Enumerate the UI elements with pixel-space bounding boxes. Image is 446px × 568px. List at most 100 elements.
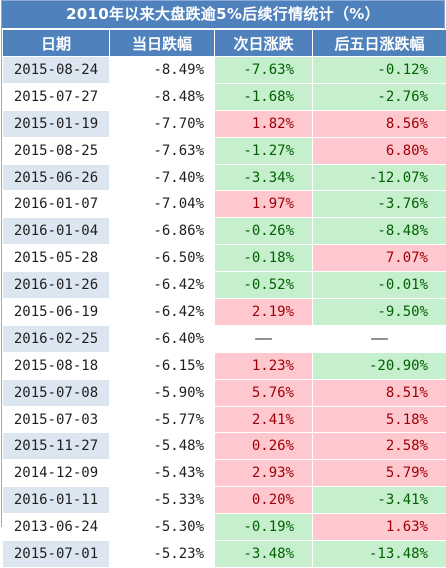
- five-day-change-cell: -13.48%: [313, 541, 446, 568]
- table-body: 2015-08-24-8.49%-7.63%-0.12%2015-07-27-8…: [3, 57, 446, 568]
- date-cell: 2015-06-19: [3, 299, 110, 326]
- date-cell: 2015-01-19: [3, 110, 110, 137]
- table-row: 2015-06-26-7.40%-3.34%-12.07%: [3, 164, 446, 191]
- day-drop-cell: -5.48%: [110, 433, 215, 460]
- date-cell: 2016-01-11: [3, 487, 110, 514]
- header-day-drop: 当日跌幅: [110, 30, 215, 57]
- five-day-change-cell: ——: [313, 325, 446, 352]
- date-cell: 2015-07-27: [3, 83, 110, 110]
- five-day-change-cell: 5.79%: [313, 460, 446, 487]
- day-drop-cell: -6.50%: [110, 245, 215, 272]
- day-drop-cell: -6.86%: [110, 218, 215, 245]
- next-day-change-cell: -7.63%: [215, 57, 313, 84]
- stats-table: 日期 当日跌幅 次日涨跌 后五日涨跌幅 2015-08-24-8.49%-7.6…: [2, 29, 446, 568]
- table-row: 2015-01-19-7.70%1.82%8.56%: [3, 110, 446, 137]
- day-drop-cell: -8.48%: [110, 83, 215, 110]
- table-row: 2013-06-24-5.30%-0.19%1.63%: [3, 514, 446, 541]
- day-drop-cell: -5.23%: [110, 541, 215, 568]
- header-date: 日期: [3, 30, 110, 57]
- date-cell: 2016-01-26: [3, 272, 110, 299]
- five-day-change-cell: 6.80%: [313, 137, 446, 164]
- day-drop-cell: -6.42%: [110, 272, 215, 299]
- table-row: 2015-07-01-5.23%-3.48%-13.48%: [3, 541, 446, 568]
- next-day-change-cell: ——: [215, 325, 313, 352]
- table-row: 2014-12-09-5.43%2.93%5.79%: [3, 460, 446, 487]
- day-drop-cell: -5.33%: [110, 487, 215, 514]
- next-day-change-cell: 0.26%: [215, 433, 313, 460]
- table-row: 2016-02-25-6.40%————: [3, 325, 446, 352]
- table-row: 2016-01-26-6.42%-0.52%-0.01%: [3, 272, 446, 299]
- five-day-change-cell: -2.76%: [313, 83, 446, 110]
- date-cell: 2015-05-28: [3, 245, 110, 272]
- next-day-change-cell: -1.68%: [215, 83, 313, 110]
- date-cell: 2015-08-24: [3, 57, 110, 84]
- date-cell: 2015-07-01: [3, 541, 110, 568]
- table-row: 2015-06-19-6.42%2.19%-9.50%: [3, 299, 446, 326]
- table-row: 2016-01-04-6.86%-0.26%-8.48%: [3, 218, 446, 245]
- next-day-change-cell: -3.34%: [215, 164, 313, 191]
- five-day-change-cell: -0.12%: [313, 57, 446, 84]
- five-day-change-cell: 8.51%: [313, 379, 446, 406]
- date-cell: 2015-06-26: [3, 164, 110, 191]
- day-drop-cell: -7.63%: [110, 137, 215, 164]
- five-day-change-cell: 7.07%: [313, 245, 446, 272]
- day-drop-cell: -6.42%: [110, 299, 215, 326]
- five-day-change-cell: 8.56%: [313, 110, 446, 137]
- next-day-change-cell: -0.52%: [215, 272, 313, 299]
- five-day-change-cell: -3.41%: [313, 487, 446, 514]
- next-day-change-cell: 1.23%: [215, 352, 313, 379]
- next-day-change-cell: 2.93%: [215, 460, 313, 487]
- date-cell: 2015-07-08: [3, 379, 110, 406]
- five-day-change-cell: -3.76%: [313, 191, 446, 218]
- next-day-change-cell: 2.19%: [215, 299, 313, 326]
- day-drop-cell: -7.40%: [110, 164, 215, 191]
- five-day-change-cell: -8.48%: [313, 218, 446, 245]
- stats-table-container: 2010年以来大盘跌逾5%后续行情统计（%） 日期 当日跌幅 次日涨跌 后五日涨…: [1, 0, 445, 527]
- next-day-change-cell: 0.20%: [215, 487, 313, 514]
- five-day-change-cell: -0.01%: [313, 272, 446, 299]
- table-row: 2015-07-27-8.48%-1.68%-2.76%: [3, 83, 446, 110]
- date-cell: 2013-06-24: [3, 514, 110, 541]
- five-day-change-cell: -12.07%: [313, 164, 446, 191]
- day-drop-cell: -5.43%: [110, 460, 215, 487]
- date-cell: 2015-11-27: [3, 433, 110, 460]
- table-row: 2015-05-28-6.50%-0.18%7.07%: [3, 245, 446, 272]
- five-day-change-cell: 2.58%: [313, 433, 446, 460]
- next-day-change-cell: -3.48%: [215, 541, 313, 568]
- date-cell: 2014-12-09: [3, 460, 110, 487]
- next-day-change-cell: -0.18%: [215, 245, 313, 272]
- day-drop-cell: -6.15%: [110, 352, 215, 379]
- next-day-change-cell: 5.76%: [215, 379, 313, 406]
- day-drop-cell: -5.77%: [110, 406, 215, 433]
- table-row: 2015-08-18-6.15%1.23%-20.90%: [3, 352, 446, 379]
- date-cell: 2015-07-03: [3, 406, 110, 433]
- day-drop-cell: -7.70%: [110, 110, 215, 137]
- table-title: 2010年以来大盘跌逾5%后续行情统计（%）: [2, 1, 444, 29]
- table-row: 2015-07-03-5.77%2.41%5.18%: [3, 406, 446, 433]
- next-day-change-cell: -0.19%: [215, 514, 313, 541]
- next-day-change-cell: 1.97%: [215, 191, 313, 218]
- table-row: 2015-07-08-5.90%5.76%8.51%: [3, 379, 446, 406]
- header-next-day-change: 次日涨跌: [215, 30, 313, 57]
- five-day-change-cell: 5.18%: [313, 406, 446, 433]
- table-row: 2015-08-25-7.63%-1.27%6.80%: [3, 137, 446, 164]
- five-day-change-cell: -20.90%: [313, 352, 446, 379]
- date-cell: 2016-01-04: [3, 218, 110, 245]
- table-row: 2015-11-27-5.48%0.26%2.58%: [3, 433, 446, 460]
- day-drop-cell: -5.30%: [110, 514, 215, 541]
- date-cell: 2016-01-07: [3, 191, 110, 218]
- table-row: 2016-01-07-7.04%1.97%-3.76%: [3, 191, 446, 218]
- header-five-day-change: 后五日涨跌幅: [313, 30, 446, 57]
- table-row: 2015-08-24-8.49%-7.63%-0.12%: [3, 57, 446, 84]
- header-row: 日期 当日跌幅 次日涨跌 后五日涨跌幅: [3, 30, 446, 57]
- date-cell: 2015-08-18: [3, 352, 110, 379]
- day-drop-cell: -8.49%: [110, 57, 215, 84]
- table-row: 2016-01-11-5.33%0.20%-3.41%: [3, 487, 446, 514]
- next-day-change-cell: -1.27%: [215, 137, 313, 164]
- five-day-change-cell: -9.50%: [313, 299, 446, 326]
- next-day-change-cell: 1.82%: [215, 110, 313, 137]
- five-day-change-cell: 1.63%: [313, 514, 446, 541]
- date-cell: 2016-02-25: [3, 325, 110, 352]
- day-drop-cell: -7.04%: [110, 191, 215, 218]
- next-day-change-cell: 2.41%: [215, 406, 313, 433]
